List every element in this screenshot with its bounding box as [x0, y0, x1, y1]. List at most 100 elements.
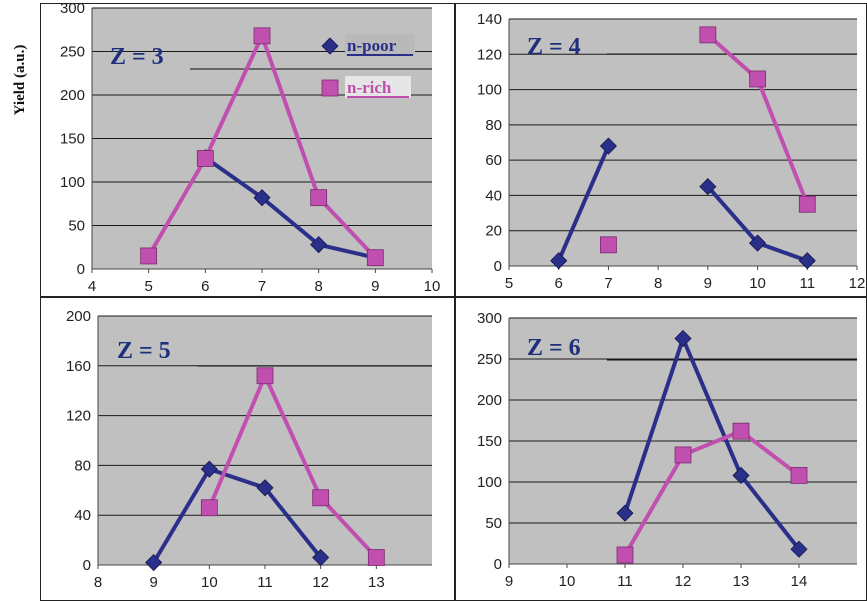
data-point-n-rich — [699, 26, 717, 44]
y-tick-label: 300 — [477, 310, 502, 327]
y-tick-label: 120 — [66, 408, 91, 425]
data-point-n-poor — [253, 189, 271, 207]
legend-label-n-poor: n-poor — [347, 36, 397, 55]
series-n-poor — [145, 460, 330, 572]
y-tick-label: 50 — [485, 515, 502, 532]
x-tick-label: 13 — [733, 573, 750, 590]
data-point-n-poor — [312, 548, 330, 567]
data-point-n-rich — [200, 499, 218, 517]
y-tick-label: 200 — [477, 392, 502, 409]
x-tick-label: 10 — [749, 275, 766, 292]
y-tick-label: 40 — [74, 507, 91, 524]
legend: n-poor n-rich — [321, 34, 415, 98]
x-tick-label: 10 — [424, 278, 441, 295]
x-tick-label: 8 — [314, 278, 322, 295]
y-tick-label: 60 — [485, 152, 502, 169]
series-line-n-rich — [207, 373, 378, 559]
panel-title: Z = 4 — [527, 34, 581, 60]
x-tick-label: 6 — [201, 278, 209, 295]
chart-panel-3: 0 40 80 120 160 200 8 9 10 11 12 13 Z = 5 — [66, 308, 432, 591]
data-point-n-rich — [600, 236, 617, 254]
plot-area — [98, 316, 432, 565]
panel-title: Z = 3 — [110, 44, 164, 70]
series-n-rich — [616, 422, 808, 564]
data-point-n-rich — [749, 70, 766, 88]
x-tick-label: 9 — [149, 574, 157, 591]
x-tick-label: 6 — [555, 275, 563, 292]
data-point-n-rich — [367, 549, 385, 566]
y-tick-label: 50 — [68, 218, 85, 235]
y-tick-label: 0 — [83, 557, 91, 574]
y-tick-label: 300 — [60, 0, 85, 17]
data-point-n-poor — [256, 479, 274, 497]
legend-marker-n-poor — [321, 37, 339, 55]
data-point-n-rich — [256, 367, 274, 385]
x-tick-label: 11 — [257, 574, 273, 591]
legend-label-bg — [345, 34, 415, 56]
y-tick-label: 100 — [477, 82, 502, 99]
y-tick-label: 0 — [77, 261, 85, 278]
data-point-n-poor — [732, 466, 750, 485]
data-point-n-poor — [790, 540, 808, 558]
data-point-n-rich — [674, 446, 692, 464]
chart-panel-2: 0 20 40 60 80 100 120 140 5 6 7 8 9 10 11 12 Z = 4 — [477, 11, 865, 292]
y-tick-label: 140 — [477, 11, 502, 28]
data-point-n-rich — [790, 467, 808, 484]
y-tick-label: 250 — [60, 44, 85, 61]
series-n-rich — [600, 26, 816, 254]
x-tick-label: 9 — [704, 275, 712, 292]
legend-marker-n-rich — [321, 79, 339, 97]
y-tick-label: 100 — [477, 474, 502, 491]
data-point-n-poor — [798, 252, 816, 270]
data-point-n-rich — [140, 247, 158, 265]
y-tick-label: 0 — [494, 258, 502, 275]
panel-title: Z = 6 — [527, 335, 581, 361]
series-line-n-poor — [623, 336, 801, 551]
data-point-n-poor — [616, 504, 634, 522]
x-tick-label: 7 — [604, 275, 612, 292]
legend-label-bg — [345, 76, 411, 98]
data-point-n-rich — [310, 189, 328, 207]
x-tick-label: 7 — [258, 278, 266, 295]
data-point-n-poor — [749, 234, 767, 252]
y-tick-label: 150 — [477, 433, 502, 450]
x-tick-label: 10 — [201, 574, 218, 591]
y-tick-label: 80 — [485, 117, 502, 134]
data-point-n-poor — [145, 553, 163, 572]
data-point-n-poor — [674, 329, 692, 348]
plot-area — [509, 19, 857, 266]
data-point-n-poor — [310, 236, 328, 254]
data-point-n-rich — [798, 195, 816, 213]
series-line-n-rich — [623, 429, 801, 556]
x-tick-label: 11 — [617, 573, 633, 590]
series-line-n-poor — [204, 156, 376, 260]
series-line-n-poor — [556, 145, 611, 262]
data-point-n-rich — [732, 422, 750, 440]
x-tick-label: 9 — [505, 573, 513, 590]
chart-panel-4: 0 50 100 150 200 250 300 9 10 11 12 13 14 Z = 6 — [477, 310, 857, 590]
x-tick-label: 9 — [371, 278, 379, 295]
x-tick-label: 10 — [559, 573, 576, 590]
x-tick-label: 8 — [94, 574, 102, 591]
x-tick-label: 13 — [368, 574, 385, 591]
data-point-n-rich — [616, 546, 634, 564]
series-n-rich — [200, 367, 385, 566]
legend-label-n-rich: n-rich — [347, 78, 392, 97]
data-point-n-poor — [200, 460, 218, 478]
chart-panel-1: 0 50 100 150 200 250 300 4 5 6 7 8 9 10 Z = 3 n-poor n-r… — [60, 0, 440, 295]
data-point-n-rich — [366, 249, 384, 267]
y-tick-label: 160 — [66, 358, 91, 375]
data-point-n-rich — [312, 489, 330, 507]
y-tick-label: 100 — [60, 174, 85, 191]
x-tick-label: 12 — [675, 573, 692, 590]
series-n-rich — [140, 27, 384, 267]
data-point-n-poor — [699, 178, 717, 196]
y-tick-label: 20 — [485, 223, 502, 240]
y-tick-label: 120 — [477, 46, 502, 63]
x-tick-label: 12 — [312, 574, 329, 591]
x-tick-label: 11 — [799, 275, 815, 292]
y-tick-label: 250 — [477, 351, 502, 368]
y-tick-label: 40 — [485, 187, 502, 204]
